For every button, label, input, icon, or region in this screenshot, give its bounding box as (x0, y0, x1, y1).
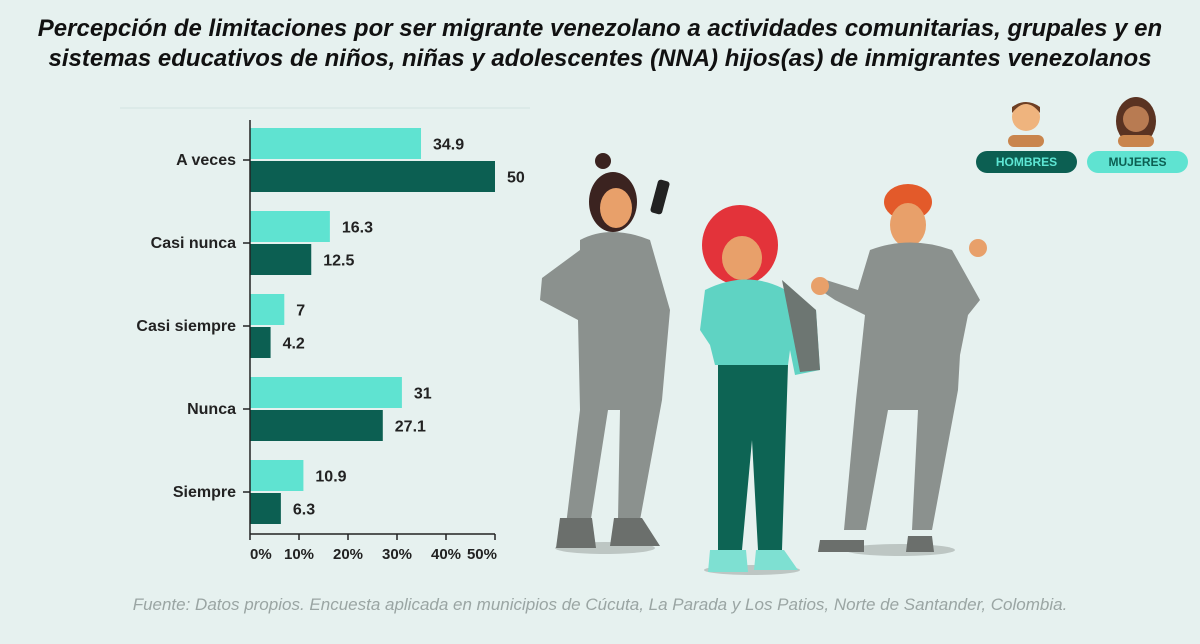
x-tick-label: 0% (250, 546, 272, 563)
x-tick-label: 20% (333, 546, 363, 563)
male-avatar-icon (1008, 102, 1044, 147)
bar-mujeres (250, 460, 304, 491)
female-avatar-icon (1116, 97, 1156, 147)
bar-hombres (250, 410, 383, 441)
bar-hombres (250, 244, 312, 275)
chart-title-line: Percepción de limitaciones por ser migra… (37, 15, 1163, 42)
category-label: Siempre (173, 484, 236, 501)
bar-mujeres (250, 128, 422, 159)
legend-hombres: HOMBRES (976, 151, 1077, 173)
avatars (1008, 97, 1156, 147)
category-label: A veces (176, 152, 236, 169)
chart-title-line: sistemas educativos de niños, niñas y ad… (48, 45, 1152, 72)
bar-mujeres (250, 294, 285, 325)
bar-mujeres (250, 377, 402, 408)
data-label: 16.3 (342, 220, 373, 237)
bar-hombres (250, 493, 281, 524)
teenagers-illustration (540, 153, 987, 575)
crying-girl-figure (700, 205, 820, 575)
boy-gesturing-figure (811, 184, 987, 556)
data-label: 4.2 (283, 336, 305, 353)
category-label: Nunca (187, 401, 236, 418)
data-label: 10.9 (315, 469, 346, 486)
chart-title: Percepción de limitaciones por ser migra… (0, 14, 1200, 74)
bar-hombres (250, 161, 495, 192)
data-label: 7 (296, 303, 305, 320)
data-label: 27.1 (395, 419, 426, 436)
x-tick-label: 30% (382, 546, 412, 563)
bar-mujeres (250, 211, 330, 242)
data-label: 34.9 (433, 137, 464, 154)
legend-mujeres: MUJERES (1087, 151, 1188, 173)
category-label: Casi siempre (136, 318, 236, 335)
x-tick-label: 50% (467, 546, 497, 563)
data-label: 6.3 (293, 502, 315, 519)
data-label: 31 (414, 386, 432, 403)
bar-hombres (250, 327, 271, 358)
category-label: Casi nunca (151, 235, 236, 252)
girl-with-phone-figure (540, 153, 670, 554)
data-label: 12.5 (323, 253, 354, 270)
source-note: Fuente: Datos propios. Encuesta aplicada… (132, 595, 1068, 614)
x-tick-label: 10% (284, 546, 314, 563)
x-tick-label: 40% (431, 546, 461, 563)
x-axis: A veces Casi nunca Casi siempre Nunca Siempr… (136, 120, 497, 563)
bar-chart: 34.9 50 16.3 12.5 7 4.2 31 27.1 10.96.3 A veces C… (120, 107, 530, 563)
bars-group: 34.9 50 16.3 12.5 7 4.2 31 27.1 10.96.3 (250, 128, 525, 524)
data-label: 50 (507, 170, 525, 187)
